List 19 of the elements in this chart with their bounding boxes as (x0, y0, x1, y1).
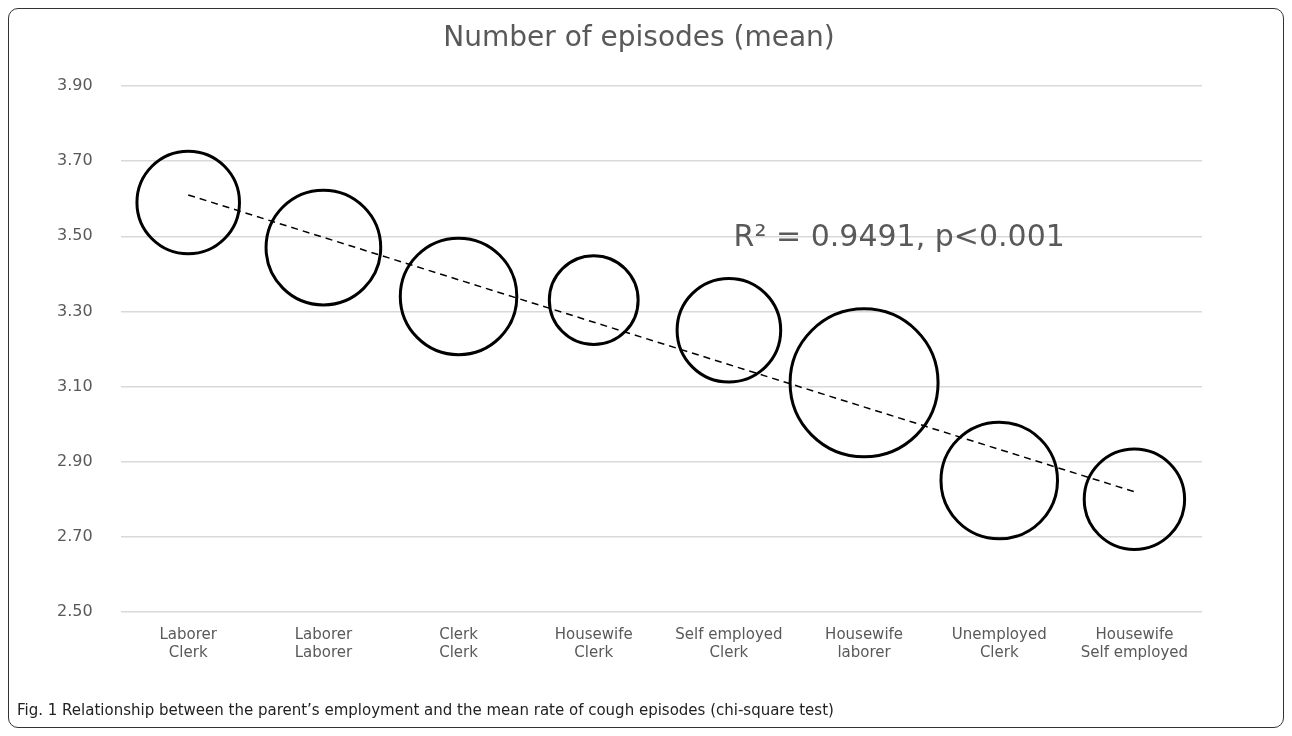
x-tick-label: Laborer Clerk (159, 624, 218, 661)
y-tick-label: 2.90 (57, 450, 93, 470)
annotation: R² = 0.9491, p<0.001 (733, 218, 1065, 254)
x-tick-label: Housewife laborer (825, 624, 904, 661)
x-tick-label: Self employed Clerk (675, 624, 783, 661)
x-tick-label: Clerk Clerk (439, 624, 479, 661)
y-tick-label: 3.10 (57, 375, 93, 395)
y-tick-label: 3.70 (57, 150, 93, 170)
y-tick-label: 2.50 (57, 601, 93, 621)
chart-title: Number of episodes (mean) (443, 20, 835, 54)
x-tick-label: Unemployed Clerk (951, 624, 1047, 661)
y-tick-label: 2.70 (57, 526, 93, 546)
y-tick-label: 3.30 (57, 300, 93, 320)
y-tick-label: 3.50 (57, 225, 93, 245)
x-tick-label: Housewife Self employed (1080, 624, 1189, 661)
caption: Fig. 1 Relationship between the parent’s employment and the mean rate of cough episodes (chi-square test) (17, 701, 834, 719)
x-tick-label: Laborer Laborer (294, 624, 353, 661)
y-tick-label: 3.90 (57, 75, 93, 95)
x-tick-label: Housewife Clerk (554, 624, 633, 661)
